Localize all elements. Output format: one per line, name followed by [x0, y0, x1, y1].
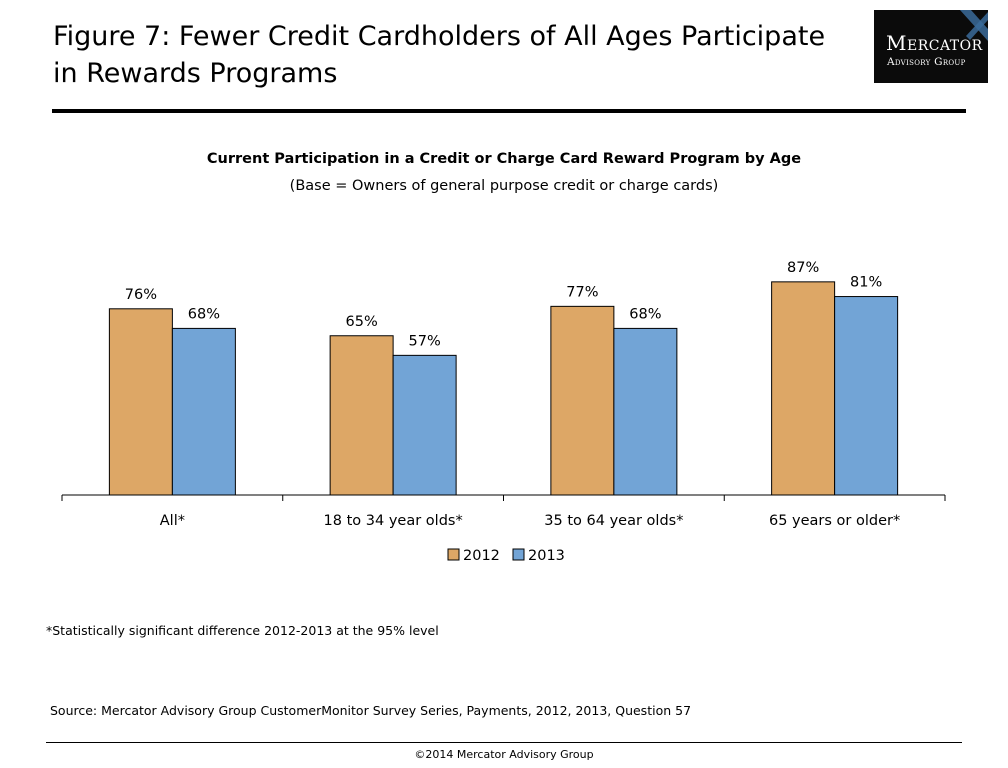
category-label-0: All* — [160, 513, 185, 529]
bar-2013-1 — [392, 354, 457, 496]
bar-2012-0 — [108, 308, 173, 496]
category-label-3: 65 years or older* — [769, 513, 900, 529]
source-note: Source: Mercator Advisory Group Customer… — [50, 703, 692, 718]
legend-swatch-2012 — [447, 548, 460, 561]
data-label-2013-2: 68% — [629, 306, 661, 322]
chart-title: Current Participation in a Credit or Cha… — [206, 151, 802, 167]
logo-x-mark — [960, 10, 988, 41]
category-label-2: 35 to 64 year olds* — [544, 513, 683, 529]
mercator-logo: Mercator Advisory Group — [874, 10, 988, 83]
data-label-2013-1: 57% — [409, 333, 441, 349]
bar-2013-2 — [613, 327, 678, 496]
bar-2013-0 — [171, 327, 236, 496]
category-label-1: 18 to 34 year olds* — [324, 513, 463, 529]
data-label-2013-3: 81% — [850, 275, 882, 291]
data-label-2012-1: 65% — [346, 314, 378, 330]
page-title-line-1: Figure 7: Fewer Credit Cardholders of Al… — [53, 21, 826, 52]
legend-label-2013: 2013 — [528, 548, 565, 564]
legend-swatch-2013 — [512, 548, 525, 561]
chart-subtitle: (Base = Owners of general purpose credit… — [289, 178, 719, 194]
page-title: Figure 7: Fewer Credit Cardholders of Al… — [53, 18, 853, 92]
data-label-2012-3: 87% — [787, 260, 819, 276]
bar-2013-3 — [834, 296, 899, 496]
data-label-2012-0: 76% — [125, 287, 157, 303]
bar-2012-3 — [771, 281, 836, 496]
data-label-2013-0: 68% — [188, 306, 220, 322]
bar-2012-1 — [329, 335, 394, 496]
data-label-2012-2: 77% — [566, 284, 598, 300]
legend-label-2012: 2012 — [463, 548, 500, 564]
bar-2012-2 — [550, 305, 615, 496]
page-title-line-2: in Rewards Programs — [53, 58, 338, 89]
bar-chart: 76% 68% All* 65% 57% 18 to 34 year olds* 77% 68… — [61, 260, 946, 564]
logo-name: Mercator — [886, 31, 983, 55]
footer-divider — [46, 742, 962, 743]
copyright: ©2014 Mercator Advisory Group — [414, 748, 594, 761]
title-divider — [52, 109, 966, 113]
footnote: *Statistically significant difference 20… — [46, 623, 439, 638]
logo-subname: Advisory Group — [887, 56, 966, 68]
